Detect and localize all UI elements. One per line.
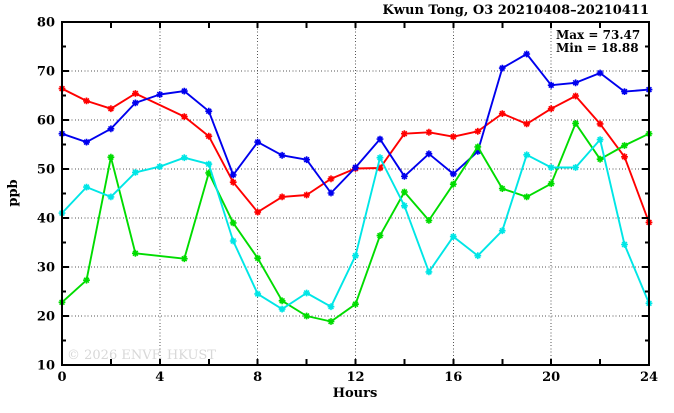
min-annotation: Min = 18.88	[556, 41, 639, 55]
y-tick-label: 20	[37, 310, 55, 325]
x-axis-title: Hours	[333, 386, 378, 401]
y-tick-label: 50	[37, 163, 55, 178]
x-tick-label: 0	[57, 370, 66, 385]
y-tick-label: 60	[37, 114, 55, 129]
y-tick-label: 80	[37, 16, 55, 31]
y-tick-label: 40	[37, 212, 55, 227]
grid-layer	[62, 22, 649, 365]
series-line-green	[61, 122, 650, 323]
chart-title: Kwun Tong, O3 20210408–20210411	[383, 3, 650, 18]
series-line-blue	[61, 53, 650, 194]
tick-label-layer: 0 4 8 12 16 20 24 10 20 30 40 50 60 70 80	[37, 16, 658, 386]
watermark-text: © 2026 ENVF, HKUST	[67, 348, 216, 363]
series-layer	[58, 50, 653, 325]
series-line-red	[61, 87, 650, 223]
x-tick-label: 12	[346, 370, 364, 385]
x-tick-label: 4	[155, 370, 164, 385]
x-tick-label: 24	[640, 370, 658, 385]
x-tick-label: 8	[253, 370, 262, 385]
max-annotation: Max = 73.47	[556, 28, 640, 42]
x-tick-label: 20	[542, 370, 560, 385]
y-tick-label: 10	[37, 359, 55, 374]
y-tick-label: 70	[37, 65, 55, 80]
x-tick-label: 16	[444, 370, 462, 385]
series-markers-blue	[58, 50, 653, 197]
y-axis-title: ppb	[6, 179, 21, 206]
y-tick-label: 30	[37, 261, 55, 276]
frame-layer	[61, 21, 650, 366]
